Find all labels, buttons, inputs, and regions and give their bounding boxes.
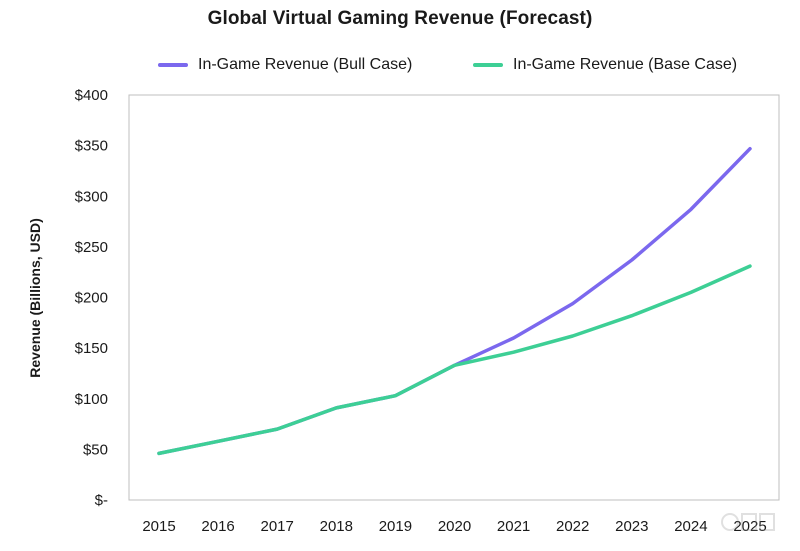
y-tick-label: $250 [75,239,108,256]
x-tick-label: 2022 [556,518,589,535]
y-tick-label: $200 [75,290,108,307]
legend-label-bull: In-Game Revenue (Bull Case) [198,56,413,73]
x-tick-label: 2021 [497,518,530,535]
series-line-base [157,264,752,456]
plot-frame [128,94,780,501]
watermark-logo-icon [721,513,775,531]
x-tick-label: 2015 [142,518,175,535]
y-tick-label: $350 [75,138,108,155]
legend-swatch-bull [158,63,188,67]
legend-item-bull: In-Game Revenue (Bull Case) [158,56,412,74]
y-tick-label: $100 [75,391,108,408]
legend-item-base: In-Game Revenue (Base Case) [473,56,737,74]
x-tick-label: 2020 [438,518,471,535]
x-tick-label: 2019 [379,518,412,535]
x-tick-label: 2016 [201,518,234,535]
x-tick-label: 2024 [674,518,707,535]
x-tick-label: 2023 [615,518,648,535]
y-tick-label: $150 [75,340,108,357]
x-tick-label: 2025 [733,518,766,535]
y-tick-label: $- [95,492,108,509]
legend-swatch-base [473,63,503,67]
chart-title: Global Virtual Gaming Revenue (Forecast) [207,8,593,29]
x-tick-label: 2018 [320,518,353,535]
series-line-bull [157,146,752,456]
legend: In-Game Revenue (Bull Case) In-Game Reve… [0,56,800,78]
y-tick-label: $50 [83,441,108,458]
y-tick-label: $400 [75,87,108,104]
y-tick-label: $300 [75,188,108,205]
legend-label-base: In-Game Revenue (Base Case) [513,56,738,73]
x-tick-label: 2017 [261,518,294,535]
